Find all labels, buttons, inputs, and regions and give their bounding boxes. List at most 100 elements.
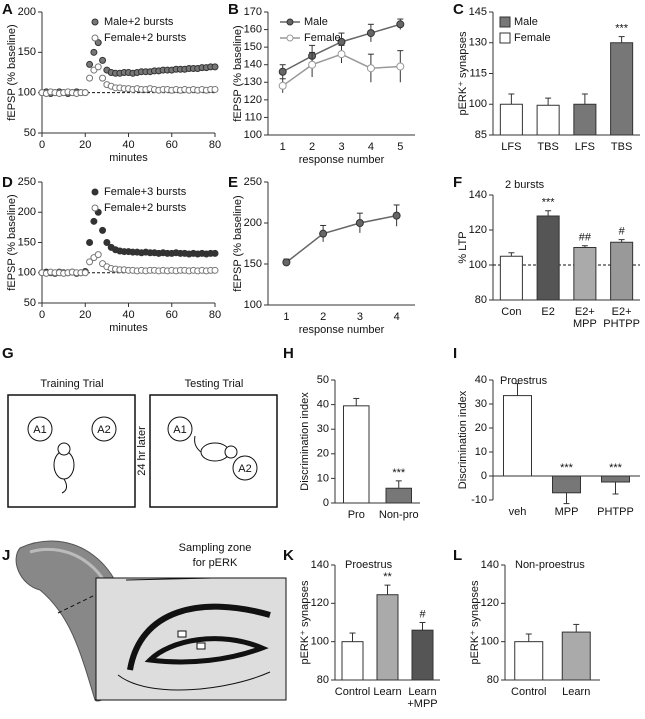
data-point [278,67,287,76]
legend-label: Male [304,16,328,28]
section-line [57,579,127,614]
bar [341,641,364,681]
y-tick-label: 80 [317,674,329,686]
x-tick-label: 80 [209,139,221,151]
data-point [94,39,102,47]
data-point [366,29,375,38]
data-point [103,239,111,246]
y-axis-label: fEPSP (% baseline) [6,194,18,290]
y-tick-label: 150 [18,46,36,58]
legend-label: Female [304,32,341,44]
x-tick-label: Con [501,306,521,318]
x-tick-label: PHTPP [603,318,640,330]
significance: *** [392,467,406,479]
x-tick-label: 60 [166,309,178,321]
y-tick-label: 145 [469,6,487,18]
significance: *** [542,197,556,209]
y-tick-label: 50 [24,127,36,139]
x-tick-label: Learn [562,686,590,698]
bar [514,641,544,681]
y-tick-label: 150 [244,41,262,53]
x-tick-label: PHTPP [597,506,634,518]
x-tick-label: Non-pro [379,509,419,521]
x-tick-label: 4 [394,311,400,323]
y-tick-label: 150 [18,236,36,248]
y-axis-label: fEPSP (% baseline) [232,25,244,121]
x-tick-label: 0 [39,139,45,151]
data-point [355,219,364,227]
legend-label: Female+3 bursts [104,186,187,198]
y-axis-label: % LTP [457,231,469,263]
object-label: A2 [238,463,251,475]
y-tick-label: 80 [475,294,487,306]
y-tick-label: 100 [244,129,262,141]
bar [385,487,412,504]
panel-letter: D [2,174,13,191]
data-point [86,74,94,82]
y-tick-label: 200 [18,6,36,18]
x-tick-label: LFS [501,141,521,153]
y-tick-label: 100 [469,98,487,110]
x-tick-label: 0 [39,309,45,321]
legend-label: Female+2 bursts [104,202,187,214]
data-point [81,89,89,97]
panel-letter: I [453,345,457,362]
object-label: A1 [33,424,46,436]
panel-letter: C [453,1,464,18]
bar [499,103,523,136]
y-axis-label: Discrimination index [457,390,469,489]
y-tick-label: 140 [481,559,499,571]
x-tick-label: Control [511,686,546,698]
y-tick-label: 120 [469,224,487,236]
legend-swatch [499,32,511,44]
legend-label: Female+2 bursts [104,32,187,44]
bar [610,42,634,136]
data-point [211,85,219,93]
x-tick-label: 5 [397,141,403,153]
significance: ** [383,571,392,583]
y-axis-label: pERK⁺ synapses [457,31,469,116]
data-point [86,60,94,68]
y-tick-label: 100 [244,299,262,311]
y-tick-label: 100 [18,267,36,279]
bar [573,103,597,136]
data-point [94,251,102,259]
y-tick-label: 130 [469,37,487,49]
data-point [278,81,287,90]
x-tick-label: +MPP [407,698,437,710]
data-point [86,239,94,246]
data-point [308,60,317,69]
significance: *** [615,23,629,35]
x-tick-label: E2+ [612,306,632,318]
trial-label: Testing Trial [185,378,244,390]
bar [503,395,532,477]
panel-letter: F [453,174,462,191]
y-tick-label: 140 [469,189,487,201]
legend-marker [91,204,99,212]
x-axis-label: minutes [109,322,148,334]
delay-label: 24 hr later [136,426,148,476]
y-tick-label: 150 [244,258,262,270]
panel-letter: G [2,345,14,362]
data-point [86,258,94,266]
x-tick-label: TBS [611,141,632,153]
y-tick-label: 115 [469,67,487,79]
legend-marker [91,18,99,26]
y-axis-label: fEPSP (% baseline) [232,195,244,291]
x-tick-label: E2 [541,306,554,318]
y-axis-label: fEPSP (% baseline) [6,24,18,120]
data-point [396,62,405,71]
y-tick-label: 140 [311,559,329,571]
bar [411,629,434,681]
x-axis-label: response number [299,324,385,336]
y-tick-label: 85 [475,129,487,141]
x-tick-label: Control [335,686,370,698]
y-tick-label: 120 [311,597,329,609]
x-tick-label: 2 [320,311,326,323]
x-tick-label: veh [509,506,527,518]
legend-label: Male+2 bursts [104,16,174,28]
y-tick-label: 40 [317,399,329,411]
panel-letter: E [228,174,238,191]
x-tick-label: 20 [79,139,91,151]
chart-title: Proestrus [500,375,548,387]
